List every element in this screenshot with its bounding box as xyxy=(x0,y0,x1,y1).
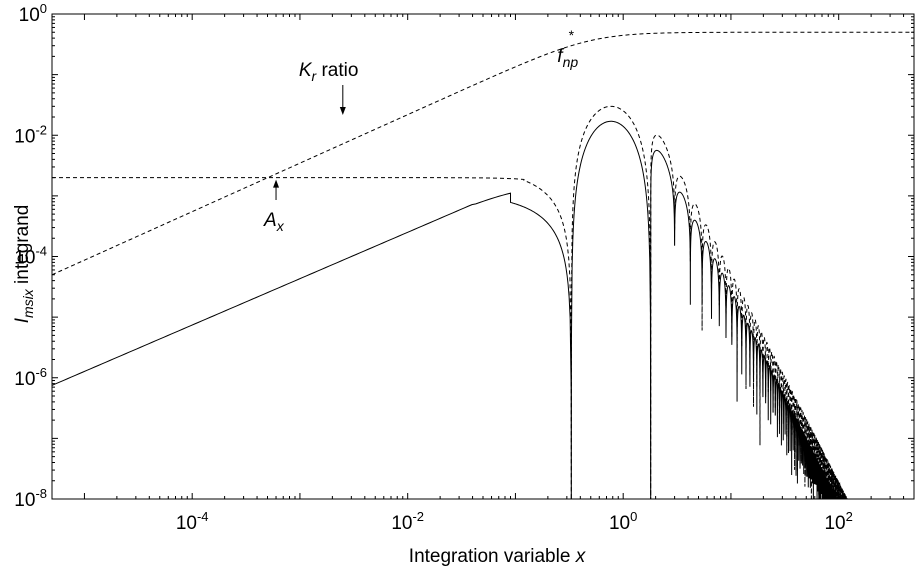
x-axis-label: Integration variable x xyxy=(409,546,587,567)
x-tick-label: 10-2 xyxy=(391,509,424,534)
y-tick-label: 10-4 xyxy=(14,244,47,269)
series-solid-integrand xyxy=(52,120,838,499)
series-dashed-ax xyxy=(52,105,848,499)
ax-arrow-head xyxy=(273,179,280,188)
y-tick-label: 10-6 xyxy=(14,365,47,390)
axis-ticks: 10-4 10-2 100 102 10-8 10-6 10-4 10-2 100 xyxy=(14,1,915,534)
fnp-star-marker: * xyxy=(569,27,575,43)
kr-ratio-arrow-head xyxy=(339,107,346,116)
x-tick-label: 102 xyxy=(824,509,852,534)
x-tick-label: 10-4 xyxy=(176,509,209,534)
annotations: Kr ratio Ax * fnp xyxy=(263,27,578,234)
kr-ratio-label: Kr ratio xyxy=(299,60,359,84)
y-tick-label: 100 xyxy=(19,1,47,26)
fnp-label: fnp xyxy=(557,46,578,70)
y-tick-label: 10-2 xyxy=(14,122,47,147)
ax-label: Ax xyxy=(263,210,285,234)
series-layer xyxy=(52,31,914,499)
x-tick-label: 100 xyxy=(609,509,637,534)
y-tick-label: 10-8 xyxy=(14,486,47,511)
y-axis-label: Imsix integrand xyxy=(12,205,36,324)
series-dashed-kr-ratio xyxy=(52,31,914,276)
